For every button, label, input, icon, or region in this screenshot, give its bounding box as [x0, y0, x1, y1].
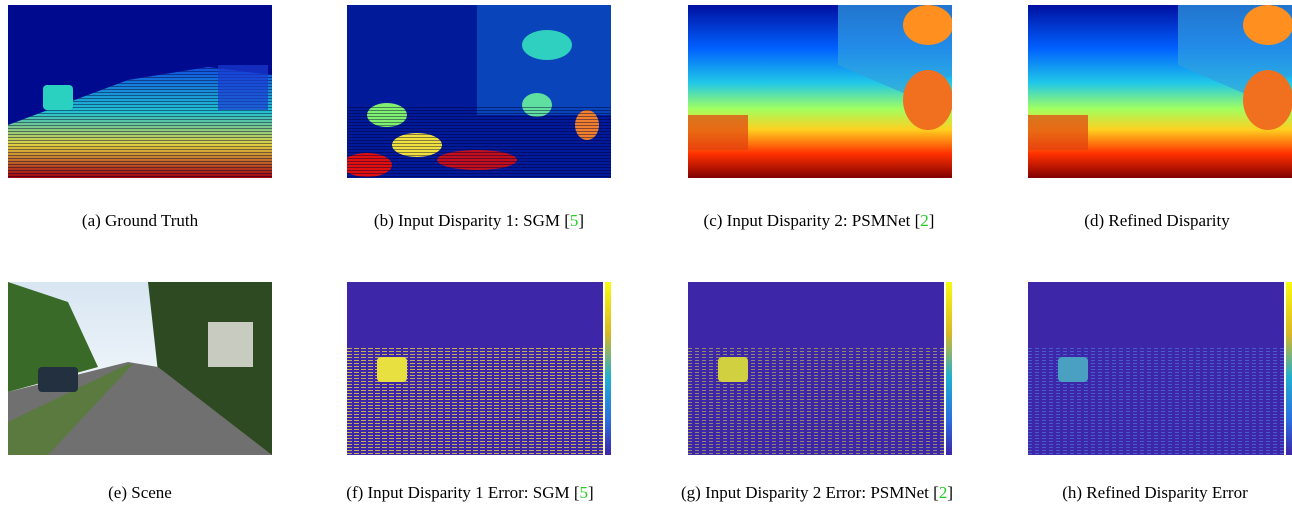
ground-truth-image: [8, 5, 272, 178]
caption: (c) Input Disparity 2: PSMNet [2]: [649, 211, 989, 231]
figure: (a) Ground Truth (b) Input Disparity 1: S…: [0, 0, 1292, 506]
psmnet-error-image: [688, 282, 952, 455]
caption-text: ]: [929, 211, 935, 230]
scene-image: [8, 282, 272, 455]
caption-text: (a) Ground Truth: [82, 211, 198, 230]
caption: (a) Ground Truth: [0, 211, 310, 231]
caption: (f) Input Disparity 1 Error: SGM [5]: [300, 483, 640, 503]
citation-ref: 2: [920, 211, 929, 230]
caption-text: ]: [588, 483, 594, 502]
sgm-disparity-image: [347, 5, 611, 178]
caption: (g) Input Disparity 2 Error: PSMNet [2]: [647, 483, 987, 503]
refined-error-image: [1028, 282, 1292, 455]
caption-text: (g) Input Disparity 2 Error: PSMNet [: [681, 483, 939, 502]
psmnet-disparity-image: [688, 5, 952, 178]
caption-text: ]: [947, 483, 953, 502]
caption-text: (c) Input Disparity 2: PSMNet [: [704, 211, 921, 230]
caption-text: (b) Input Disparity 1: SGM [: [374, 211, 570, 230]
refined-disparity-image: [1028, 5, 1292, 178]
sgm-error-image: [347, 282, 611, 455]
caption-text: (d) Refined Disparity: [1084, 211, 1229, 230]
caption-text: (e) Scene: [108, 483, 172, 502]
caption: (e) Scene: [0, 483, 310, 503]
citation-ref: 5: [580, 483, 589, 502]
caption: (b) Input Disparity 1: SGM [5]: [309, 211, 649, 231]
caption-text: (h) Refined Disparity Error: [1062, 483, 1248, 502]
caption: (d) Refined Disparity: [987, 211, 1292, 231]
caption-text: ]: [578, 211, 584, 230]
caption: (h) Refined Disparity Error: [985, 483, 1292, 503]
caption-text: (f) Input Disparity 1 Error: SGM [: [346, 483, 579, 502]
